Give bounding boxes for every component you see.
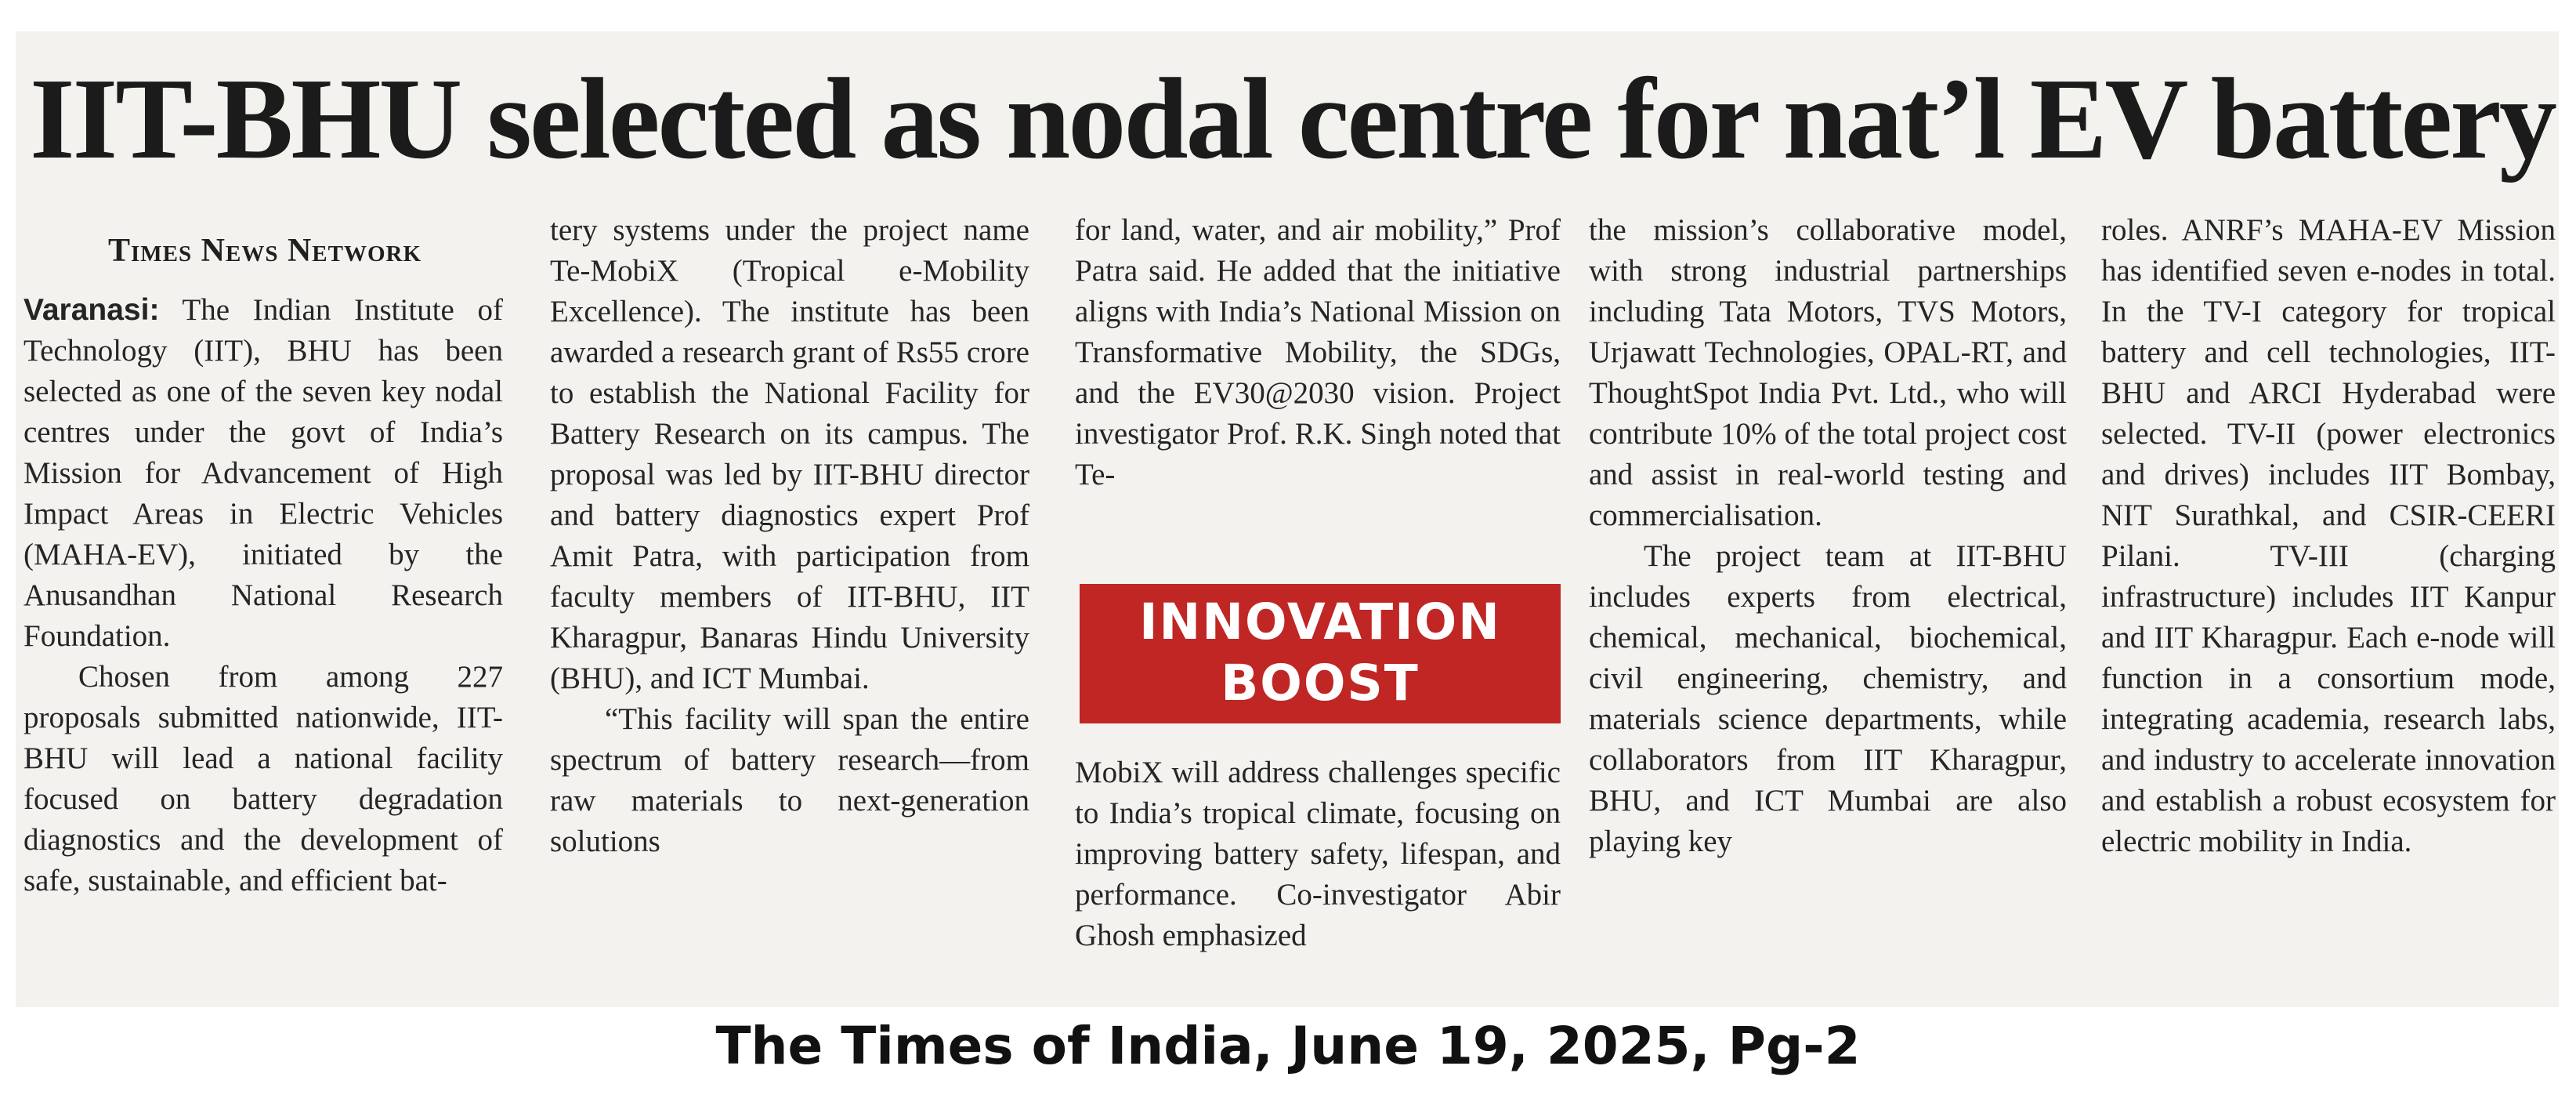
article-column-1: Varanasi: The Indian Institute of Techno… — [24, 290, 503, 901]
innovation-boost-banner: INNOVATION BOOST — [1080, 584, 1561, 723]
article-column-3: for land, water, and air mobility,” Prof… — [1075, 210, 1561, 495]
article-column-4: the mission’s collaborative model, with … — [1589, 210, 2067, 862]
article-column-5: roles. ANRF’s MAHA-EV Mission has identi… — [2101, 210, 2556, 862]
lead-text: The Indian Institute of Technology (IIT)… — [24, 293, 503, 653]
article-column-3-continued: MobiX will address challenges specific t… — [1075, 752, 1561, 956]
banner-line-2: BOOST — [1221, 654, 1420, 712]
paragraph: the mission’s collaborative model, with … — [1589, 213, 2067, 532]
paragraph: roles. ANRF’s MAHA-EV Mission has identi… — [2101, 213, 2556, 858]
lead-paragraph: Varanasi: The Indian Institute of Techno… — [24, 290, 503, 657]
source-caption: The Times of India, June 19, 2025, Pg-2 — [715, 1016, 1861, 1076]
paragraph: Chosen from among 227 proposals submitte… — [24, 660, 503, 897]
paragraph: The project team at IIT-BHU includes exp… — [1589, 539, 2067, 858]
byline: Times News Network — [108, 233, 422, 269]
article-column-2: tery systems under the project name Te-M… — [550, 210, 1029, 862]
paragraph: “This facility will span the entire spec… — [550, 702, 1029, 858]
paragraph: MobiX will address challenges specific t… — [1075, 756, 1561, 952]
paragraph: tery systems under the project name Te-M… — [550, 213, 1029, 695]
banner-line-1: INNOVATION — [1139, 593, 1501, 651]
newspaper-clipping: IIT-BHU selected as nodal centre for nat… — [16, 31, 2559, 1007]
headline: IIT-BHU selected as nodal centre for nat… — [30, 55, 2559, 183]
paragraph: for land, water, and air mobility,” Prof… — [1075, 213, 1561, 491]
dateline: Varanasi: — [24, 293, 160, 327]
